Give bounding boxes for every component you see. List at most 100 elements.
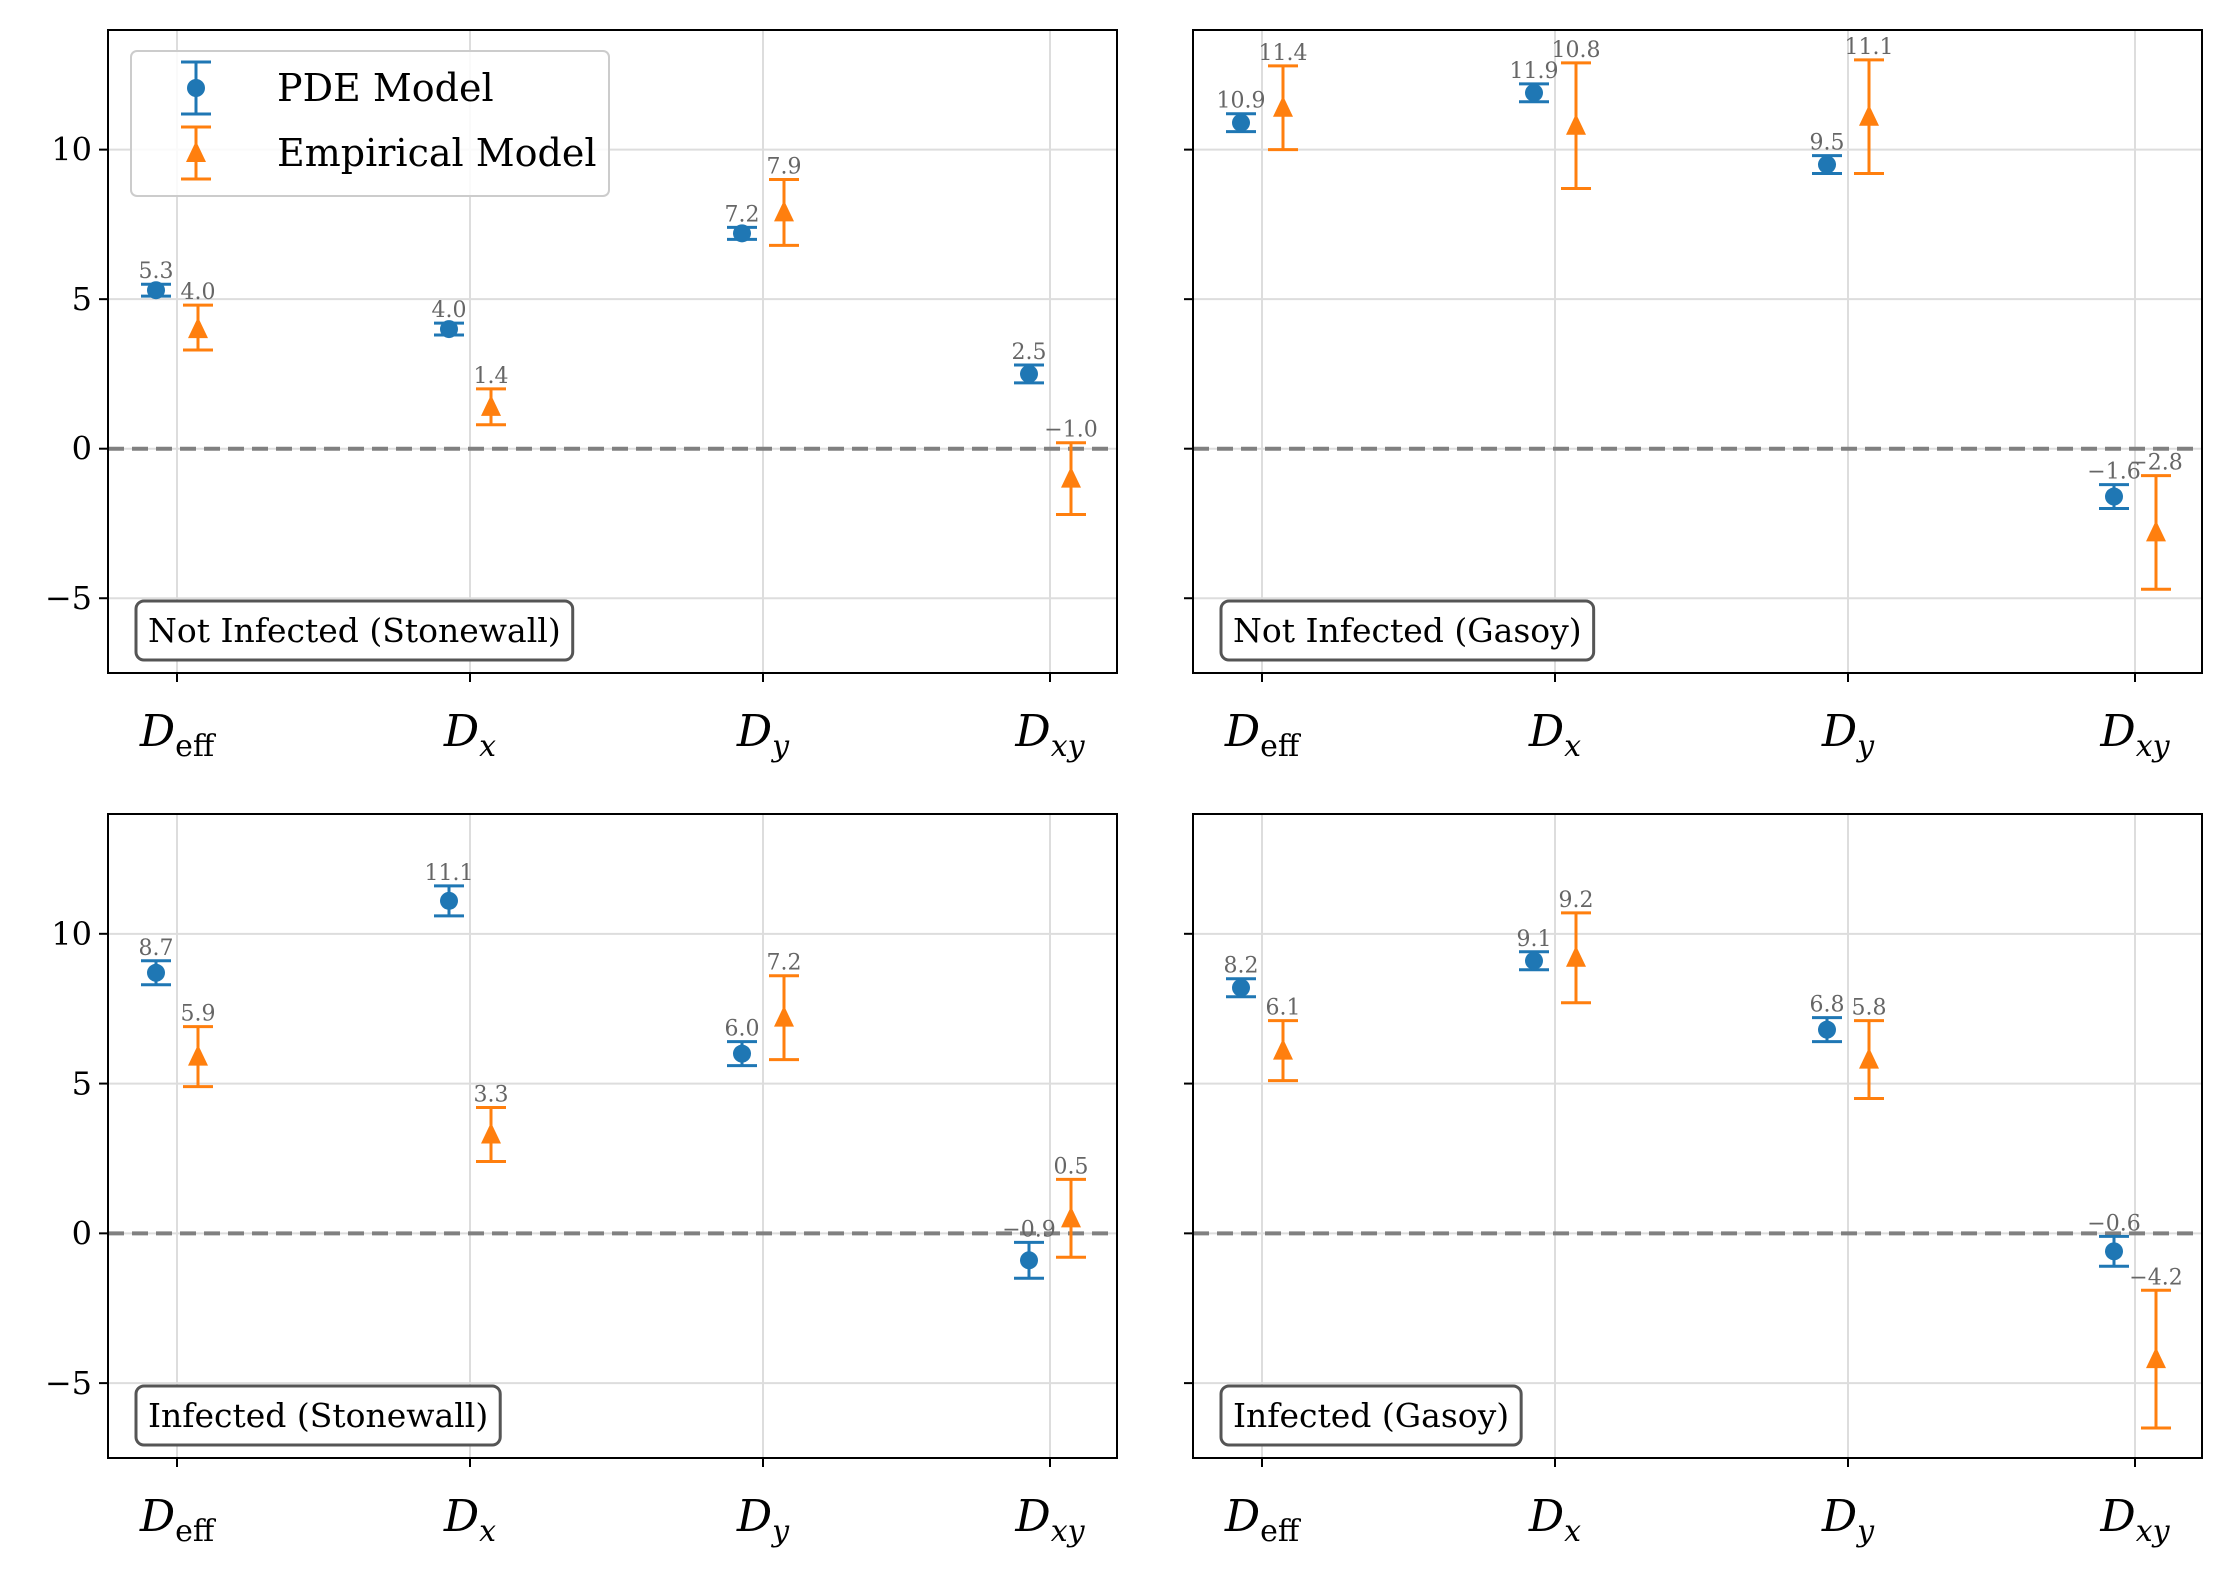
legend-box xyxy=(130,50,610,197)
data-label: 4.0 xyxy=(432,298,467,323)
data-label: 6.1 xyxy=(1266,996,1301,1021)
data-label: 8.2 xyxy=(1224,954,1259,979)
data-label: 6.8 xyxy=(1810,993,1845,1018)
y-tick-label: 10 xyxy=(51,915,92,953)
empirical-point xyxy=(774,1005,794,1027)
pde-point xyxy=(1525,951,1543,970)
x-tick-label: Dy xyxy=(736,1491,790,1549)
legend: PDE Model Empirical Model xyxy=(130,50,610,197)
empirical-point xyxy=(188,317,208,339)
pde-point xyxy=(733,224,751,243)
empirical-point xyxy=(188,1044,208,1066)
y-tick-label: −5 xyxy=(45,1364,92,1402)
pde-point xyxy=(147,963,165,982)
panel-label-text: Not Infected (Stonewall) xyxy=(148,611,561,650)
y-tick-label: 0 xyxy=(72,430,92,468)
x-tick-label: Deff xyxy=(1224,706,1302,764)
panel-1: 10 5 0 −5 Deff Dx Dy Dxy 5.3 4.0 7.2 2.5 4.0 1.4 7.9 −1… xyxy=(45,29,1118,764)
data-label: 6.0 xyxy=(725,1017,760,1042)
empirical-point xyxy=(1061,1206,1081,1228)
empirical-point xyxy=(774,200,794,222)
y-tick-label: 0 xyxy=(72,1214,92,1252)
data-label: 4.0 xyxy=(181,280,216,305)
panel-label: Infected (Gasoy) xyxy=(1219,1384,1523,1447)
panel-label-box xyxy=(1219,599,1596,662)
pde-point xyxy=(440,320,458,339)
pde-point xyxy=(147,281,165,300)
empirical-point xyxy=(1859,1047,1879,1069)
pde-point xyxy=(733,1044,751,1063)
data-label: 2.5 xyxy=(1012,340,1047,365)
data-label: 10.9 xyxy=(1217,89,1266,114)
data-label: −0.6 xyxy=(2087,1211,2140,1236)
x-tick-label: Deff xyxy=(139,706,217,764)
empirical-point xyxy=(481,394,501,416)
pde-point xyxy=(440,891,458,910)
empirical-point xyxy=(1566,113,1586,135)
data-label: −0.9 xyxy=(1002,1217,1055,1242)
pde-point xyxy=(2105,487,2123,506)
x-tick-label: Dx xyxy=(443,1491,496,1549)
pde-point xyxy=(1818,1020,1836,1039)
legend-label: PDE Model xyxy=(277,66,494,110)
empirical-point xyxy=(1273,95,1293,117)
data-label: 7.2 xyxy=(725,202,760,227)
data-label: 10.8 xyxy=(1552,38,1601,63)
y-tick-label: −5 xyxy=(45,579,92,617)
empirical-point xyxy=(2146,520,2166,542)
panel-label: Not Infected (Gasoy) xyxy=(1219,599,1596,662)
empirical-point xyxy=(2146,1347,2166,1369)
data-label: −4.2 xyxy=(2129,1265,2182,1290)
x-tick-label: Dxy xyxy=(2099,1491,2170,1549)
data-label: 0.5 xyxy=(1054,1154,1089,1179)
empirical-point xyxy=(481,1122,501,1144)
empirical-point xyxy=(1566,945,1586,967)
panel-label-box xyxy=(134,1384,502,1447)
panel-4: Deff Dx Dy Dxy 8.2 9.1 6.8 −0.6 6.1 9.2 5.8 −4.2 Inf… xyxy=(1184,813,2203,1549)
data-label: 11.4 xyxy=(1259,41,1308,66)
x-tick-label: Deff xyxy=(139,1491,217,1549)
data-label: 8.7 xyxy=(139,936,174,961)
empirical-point xyxy=(1061,466,1081,488)
pde-point xyxy=(1232,978,1250,997)
empirical-point xyxy=(1859,104,1879,126)
panel-label-text: Infected (Gasoy) xyxy=(1233,1396,1509,1435)
data-label: 3.3 xyxy=(474,1083,509,1108)
x-tick-label: Dx xyxy=(1528,1491,1581,1549)
axes-frame xyxy=(1192,813,2203,1459)
panel-label-box xyxy=(1219,1384,1523,1447)
x-tick-label: Deff xyxy=(1224,1491,1302,1549)
data-label: 11.1 xyxy=(1845,35,1894,60)
data-label: 9.5 xyxy=(1810,131,1845,156)
pde-point xyxy=(1525,83,1543,102)
panel-label: Not Infected (Stonewall) xyxy=(134,599,575,662)
data-label: 5.9 xyxy=(181,1002,216,1027)
data-label: 7.2 xyxy=(767,951,802,976)
pde-point xyxy=(1020,1251,1038,1270)
panel-label-box xyxy=(134,599,575,662)
data-label: 1.4 xyxy=(474,364,509,389)
panel-label-text: Infected (Stonewall) xyxy=(148,1396,488,1435)
y-tick-label: 10 xyxy=(51,131,92,169)
data-label: 7.9 xyxy=(767,155,802,180)
data-label: −1.6 xyxy=(2087,460,2140,485)
panel-2: Deff Dx Dy Dxy 10.9 11.9 9.5 −1.6 11.4 10.8 11.1 −2… xyxy=(1184,29,2203,764)
data-label: 5.3 xyxy=(139,259,174,284)
data-label: 11.1 xyxy=(425,861,474,886)
pde-point xyxy=(2105,1242,2123,1261)
axes-frame xyxy=(107,813,1118,1459)
axes-frame xyxy=(107,29,1118,674)
legend-marker-triangle xyxy=(186,141,206,162)
legend-label: Empirical Model xyxy=(277,131,597,175)
data-label: −2.8 xyxy=(2129,451,2182,476)
panel-3: 10 5 0 −5 Deff Dx Dy Dxy 8.7 11.1 6.0 −0.9 5.9 3.3 7.2… xyxy=(45,813,1118,1549)
legend-marker-circle xyxy=(187,79,205,97)
panel-label-text: Not Infected (Gasoy) xyxy=(1233,611,1582,650)
panel-label: Infected (Stonewall) xyxy=(134,1384,502,1447)
x-tick-label: Dy xyxy=(1821,1491,1875,1549)
x-tick-label: Dy xyxy=(1821,706,1875,764)
x-tick-label: Dxy xyxy=(1014,706,1085,764)
x-tick-label: Dxy xyxy=(1014,1491,1085,1549)
data-label: −1.0 xyxy=(1044,418,1097,443)
